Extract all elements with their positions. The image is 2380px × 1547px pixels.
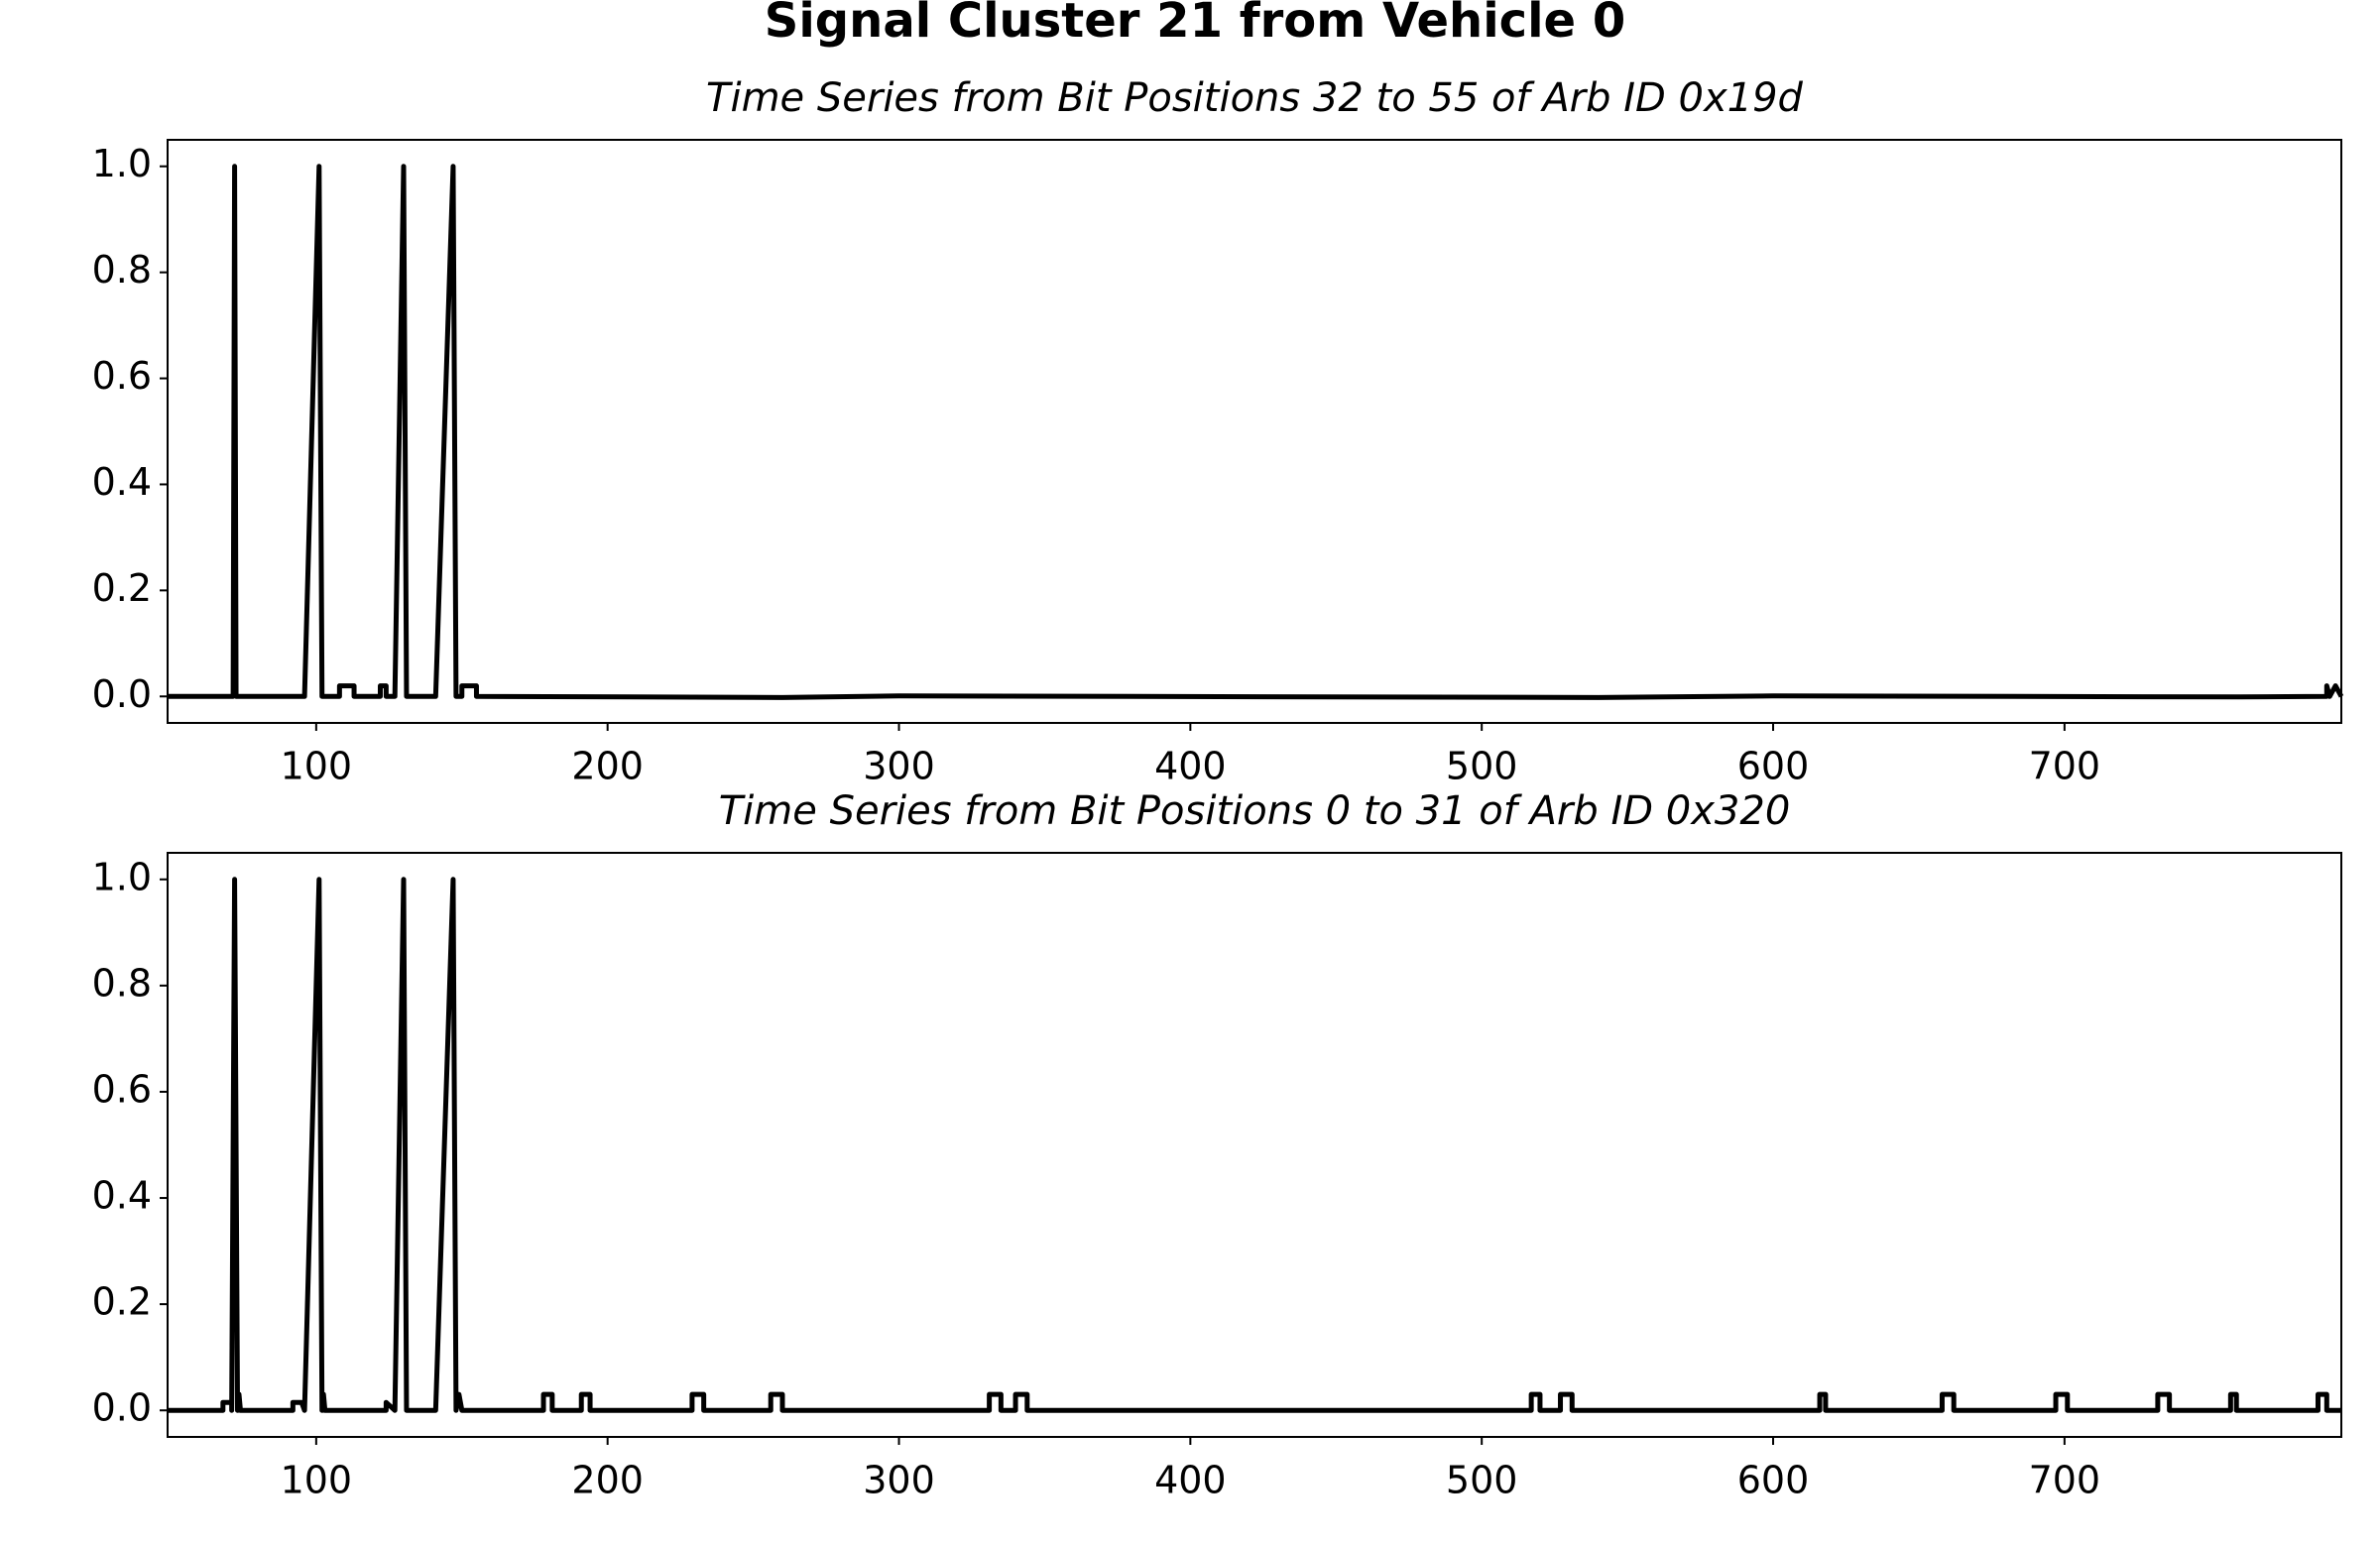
x-tick-label: 200	[571, 745, 644, 788]
x-tick-label: 400	[1154, 745, 1227, 788]
series-line	[168, 877, 2341, 1413]
figure-title: Signal Cluster 21 from Vehicle 0	[765, 0, 1625, 49]
x-tick-label: 200	[571, 1459, 644, 1502]
y-tick-label: 0.0	[92, 1386, 152, 1430]
y-tick-label: 1.0	[92, 142, 152, 185]
series-line	[168, 164, 2344, 700]
y-tick-label: 0.8	[92, 961, 152, 1005]
y-tick-label: 0.4	[92, 460, 152, 504]
x-tick-label: 600	[1737, 745, 1810, 788]
plot-frame	[167, 139, 2342, 724]
y-tick-label: 0.6	[92, 354, 152, 398]
x-tick-label: 500	[1446, 1459, 1518, 1502]
subplot-title: Time Series from Bit Positions 32 to 55 …	[706, 75, 1804, 121]
y-tick-label: 0.2	[92, 1280, 152, 1324]
y-tick-label: 0.8	[92, 248, 152, 292]
y-tick-label: 0.4	[92, 1174, 152, 1218]
x-tick-label: 500	[1446, 745, 1518, 788]
y-tick-label: 0.0	[92, 672, 152, 716]
x-tick-label: 100	[281, 745, 353, 788]
subplot-title: Time Series from Bit Positions 0 to 31 o…	[719, 788, 1791, 834]
y-tick-label: 1.0	[92, 855, 152, 898]
x-tick-label: 400	[1154, 1459, 1227, 1502]
plot-frame	[167, 852, 2342, 1438]
y-tick-label: 0.2	[92, 566, 152, 610]
x-tick-label: 100	[281, 1459, 353, 1502]
x-tick-label: 300	[863, 745, 935, 788]
x-tick-label: 700	[2029, 745, 2101, 788]
x-tick-label: 600	[1737, 1459, 1810, 1502]
y-tick-label: 0.6	[92, 1067, 152, 1111]
x-tick-label: 300	[863, 1459, 935, 1502]
x-tick-label: 700	[2029, 1459, 2101, 1502]
